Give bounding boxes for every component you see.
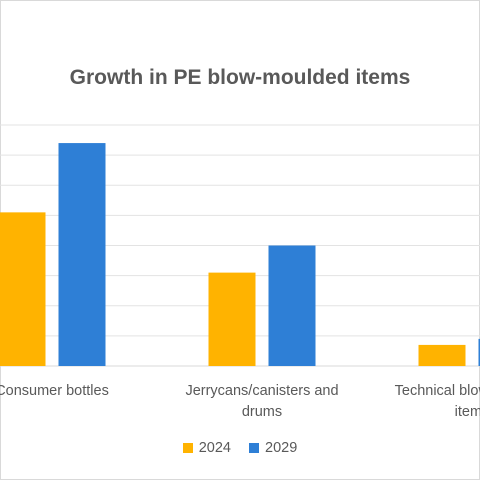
legend-swatch-2029	[249, 443, 259, 453]
bar-2029-cat-2	[478, 338, 480, 366]
chart-title: Growth in PE blow-moulded items	[69, 66, 411, 89]
legend-item-2029: 2029	[249, 440, 297, 456]
category-label-2-line-1: items	[455, 404, 480, 420]
bar-2024-cat-2	[418, 344, 466, 366]
bar-2029-cat-0	[58, 143, 106, 366]
legend-label-2029: 2029	[265, 440, 298, 456]
legend-item-2024: 2024	[182, 440, 231, 456]
bar-2024-cat-1	[208, 272, 256, 366]
legend: 2024 2029	[0, 440, 480, 456]
legend-swatch-2024	[182, 443, 193, 453]
category-label-1-line-0: Jerrycans/canisters and	[185, 383, 338, 399]
bar-2024-cat-0	[0, 212, 46, 366]
bar-2029-cat-1	[268, 245, 316, 366]
category-label-2-line-0: Technical blow-moulded	[395, 383, 480, 399]
category-label-0-line-0: Consumer bottles	[0, 383, 109, 399]
legend-label-2024: 2024	[198, 440, 231, 456]
category-label-1-line-1: drums	[242, 404, 282, 420]
